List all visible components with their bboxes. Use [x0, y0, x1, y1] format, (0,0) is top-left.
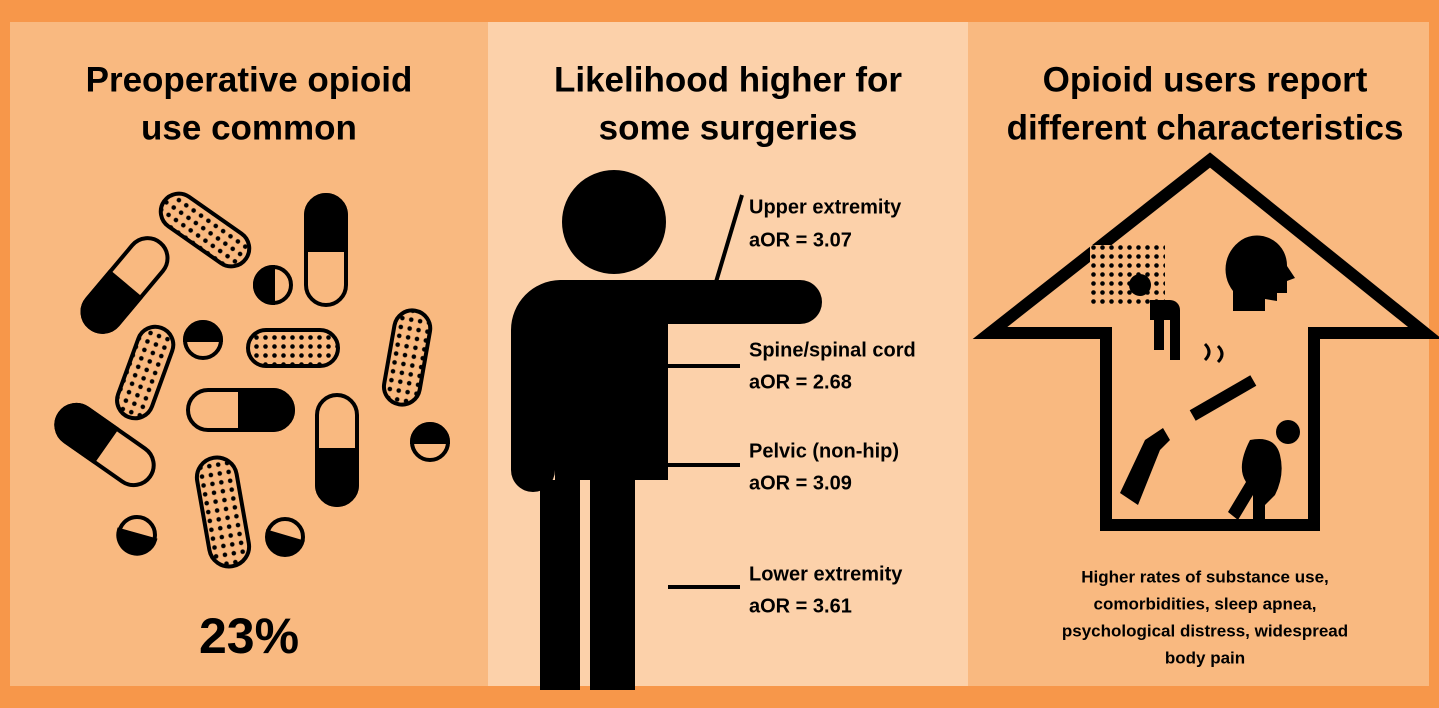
site-label: Upper extremity — [749, 196, 902, 218]
caption-line: comorbidities, sleep apnea, — [1094, 594, 1317, 613]
aor-label: aOR = 3.07 — [749, 229, 852, 251]
infographic: Preoperative opioid use common Likelihoo… — [0, 0, 1439, 708]
title-line: some surgeries — [599, 108, 858, 147]
title-line: Opioid users report — [1043, 60, 1368, 99]
title-line: use common — [141, 108, 357, 147]
title-line: different characteristics — [1007, 108, 1404, 147]
caption-line: body pain — [1165, 648, 1245, 667]
aor-label: aOR = 2.68 — [749, 371, 852, 393]
site-label: Pelvic (non-hip) — [749, 440, 899, 462]
title-line: Preoperative opioid — [86, 60, 413, 99]
title-line: Likelihood higher for — [554, 60, 902, 99]
caption-line: Higher rates of substance use, — [1081, 567, 1329, 586]
aor-label: aOR = 3.61 — [749, 595, 852, 617]
stat: 23% — [199, 608, 299, 664]
site-label: Spine/spinal cord — [749, 339, 916, 361]
aor-label: aOR = 3.09 — [749, 472, 852, 494]
caption-line: psychological distress, widespread — [1062, 621, 1348, 640]
site-label: Lower extremity — [749, 563, 903, 585]
